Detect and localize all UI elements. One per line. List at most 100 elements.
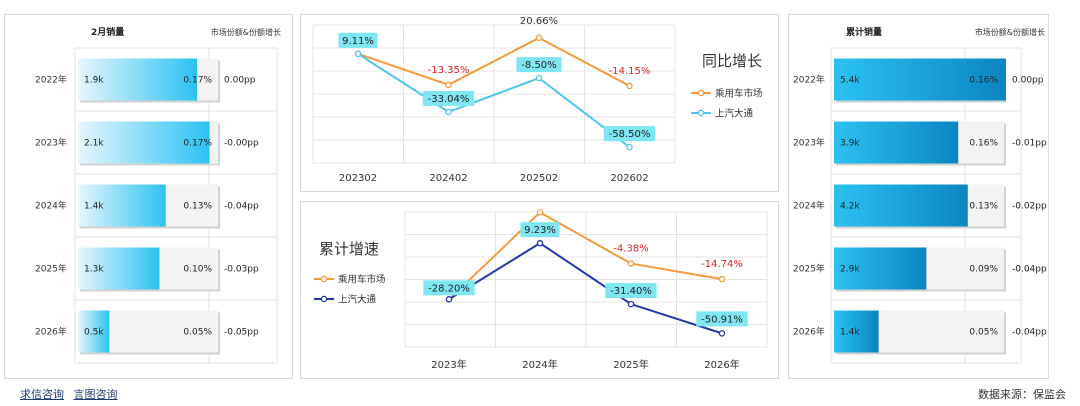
data-point [718, 330, 726, 337]
data-label: -13.35% [428, 65, 470, 76]
data-point [445, 81, 452, 89]
data-point [354, 50, 362, 58]
cumulative-sales-panel: 累计销量 市场份额&份额增长 2022年 5.4k 0.16% 0.00pp 2023年 3.… [788, 14, 1049, 379]
data-point [535, 74, 543, 82]
data-point [627, 300, 635, 308]
x-tick-label: 202302 [339, 173, 377, 184]
chart-title: 同比增长 [702, 52, 762, 70]
monthly-sales-chart: 2月销量 市场份额&份额增长 2022年 1.9k 0.17% 0.00pp 2023年 2.… [35, 26, 281, 364]
share-value-label: 0.16% [969, 76, 998, 86]
sales-bar [78, 247, 160, 290]
cumulative-sales-chart: 累计销量 市场份额&份额增长 2022年 5.4k 0.16% 0.00pp 2023年 3.… [793, 26, 1047, 364]
share-growth-label: -0.04pp [1012, 328, 1047, 338]
header-sales: 累计销量 [846, 26, 882, 38]
data-label-box [338, 32, 378, 48]
sales-value-label: 5.4k [840, 76, 860, 86]
data-label: -50.91% [701, 314, 743, 325]
footer-link-qiuxin[interactable]: 求信咨询 [20, 388, 64, 401]
data-label-box [605, 283, 657, 299]
x-tick-label: 202602 [610, 173, 648, 184]
chart-title: 累计增速 [319, 240, 379, 258]
sales-bar [78, 121, 210, 164]
share-value-label: 0.13% [183, 202, 212, 212]
data-label: 9.11% [342, 36, 374, 47]
row-year-label: 2025年 [35, 263, 67, 275]
data-label: -33.04% [428, 94, 470, 105]
sales-bar [834, 58, 1006, 101]
data-label: -14.15% [609, 66, 651, 77]
footer-links: 求信咨询 言图咨询 [20, 386, 124, 402]
data-label-box [696, 311, 748, 327]
x-tick-label: 2026年 [704, 358, 739, 371]
sales-bar [78, 184, 166, 227]
row-year-label: 2025年 [793, 263, 825, 275]
legend-marker [697, 89, 705, 97]
sales-value-label: 1.9k [84, 76, 104, 86]
data-point [536, 209, 544, 216]
sales-value-label: 1.3k [84, 265, 104, 275]
row-year-label: 2023年 [35, 137, 67, 149]
data-label-box [603, 126, 656, 142]
data-point [535, 34, 543, 42]
cumulative-growth-panel: 2023年2024年2025年2026年29.75%-4.38%-14.74%-… [300, 190, 779, 379]
share-value-label: 0.05% [969, 328, 998, 338]
data-label-box [422, 90, 475, 106]
data-label: -28.20% [428, 283, 470, 294]
data-point [627, 260, 635, 267]
sales-bar [78, 58, 198, 101]
share-growth-label: -0.01pp [1012, 139, 1047, 149]
x-tick-label: 2025年 [613, 358, 648, 371]
row-year-label: 2023年 [793, 137, 825, 149]
share-growth-label: -0.05pp [224, 328, 259, 338]
sales-value-label: 2.1k [84, 139, 104, 149]
row-year-label: 2022年 [793, 74, 825, 86]
x-tick-label: 202502 [520, 173, 558, 184]
legend-marker [697, 109, 705, 117]
share-growth-label: 0.00pp [1012, 76, 1044, 86]
cumulative-growth-chart: 2023年2024年2025年2026年29.75%-4.38%-14.74%-… [314, 190, 768, 371]
share-value-label: 0.17% [183, 76, 212, 86]
row-year-label: 2024年 [35, 200, 67, 212]
legend-label: 上汽大通 [338, 294, 377, 306]
yoy-growth-chart: 202302 202402 202502 202602 -13.35% 20.66% -14… [312, 16, 763, 184]
row-year-label: 2026年 [793, 326, 825, 338]
sales-value-label: 3.9k [840, 139, 860, 149]
series-line-0 [357, 36, 630, 87]
sales-value-label: 1.4k [84, 202, 104, 212]
share-growth-label: 0.00pp [224, 76, 256, 86]
data-point [445, 108, 452, 116]
row-year-label: 2022年 [35, 74, 67, 86]
data-label: -8.50% [521, 60, 556, 71]
data-label: -14.74% [701, 259, 743, 270]
data-point [626, 143, 633, 151]
header-share-growth: 市场份额&份额增长 [211, 27, 281, 37]
sales-bar [834, 247, 927, 290]
data-point [626, 82, 633, 90]
sales-bar [834, 310, 879, 353]
data-label: -4.38% [613, 244, 648, 255]
legend-marker [320, 295, 328, 303]
x-tick-label: 202402 [429, 173, 467, 184]
sales-value-label: 2.9k [840, 265, 860, 275]
data-point [445, 296, 453, 303]
x-tick-label: 2024年 [522, 358, 557, 371]
monthly-sales-panel: 2月销量 市场份额&份额增长 2022年 1.9k 0.17% 0.00pp 2023年 2.… [4, 14, 293, 379]
share-value-label: 0.10% [183, 265, 212, 275]
sales-value-label: 1.4k [840, 328, 860, 338]
data-label-box [516, 57, 562, 73]
legend-label: 上汽大通 [715, 108, 754, 120]
sales-bar [834, 184, 968, 227]
legend-label: 乘用车市场 [715, 88, 763, 100]
data-source: 数据来源：保监会 [978, 388, 1066, 401]
data-label: 9.23% [524, 225, 556, 236]
data-label-box [423, 280, 475, 296]
header-sales: 2月销量 [91, 26, 124, 38]
sales-value-label: 4.2k [840, 202, 860, 212]
footer-link-yantu[interactable]: 言图咨询 [73, 388, 118, 401]
row-year-label: 2026年 [35, 326, 67, 338]
share-value-label: 0.05% [183, 328, 212, 338]
legend-label: 乘用车市场 [338, 274, 386, 286]
share-growth-label: -0.04pp [1012, 265, 1047, 275]
data-label-box [520, 222, 560, 238]
sales-value-label: 0.5k [84, 328, 104, 338]
